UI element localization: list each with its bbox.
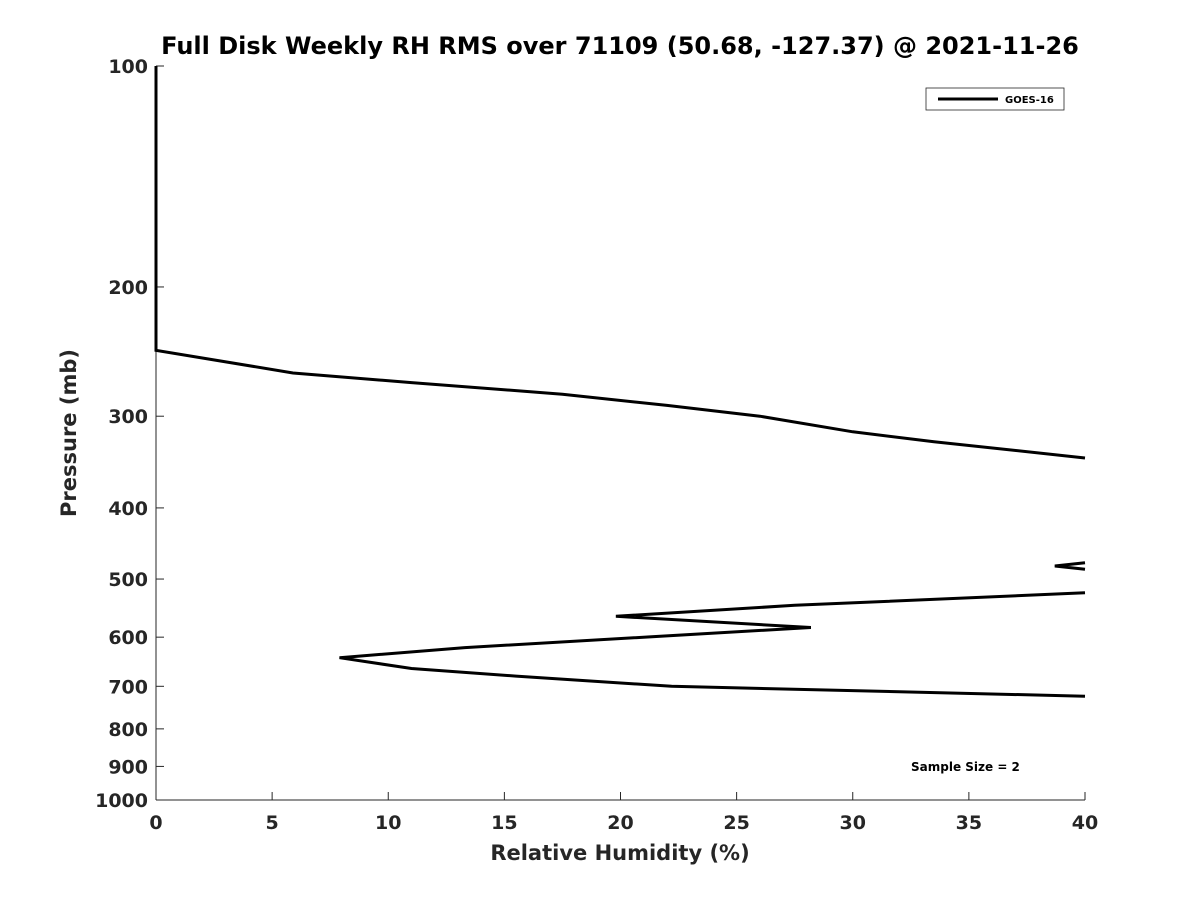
x-tick-label-25: 25 bbox=[723, 812, 749, 834]
chart-title: Full Disk Weekly RH RMS over 71109 (50.6… bbox=[161, 32, 1079, 60]
series-line-goes-16-segment-1 bbox=[154, 66, 1086, 460]
x-tick-label-5: 5 bbox=[266, 812, 279, 834]
plot-area bbox=[155, 66, 1085, 801]
legend: GOES-16 bbox=[925, 87, 1065, 111]
y-tick-label-300: 300 bbox=[108, 406, 148, 428]
x-tick-label-15: 15 bbox=[491, 812, 517, 834]
series-layer bbox=[154, 66, 1086, 698]
x-tick-label-20: 20 bbox=[607, 812, 633, 834]
sample-size-annotation: Sample Size = 2 bbox=[911, 760, 1020, 774]
y-tick-label-100: 100 bbox=[108, 56, 148, 78]
y-tick-label-400: 400 bbox=[108, 498, 148, 520]
y-tick-label-700: 700 bbox=[108, 676, 148, 698]
y-axis-label: Pressure (mb) bbox=[57, 349, 81, 517]
series-line-goes-16-segment-3 bbox=[339, 591, 1086, 698]
x-tick-label-10: 10 bbox=[375, 812, 401, 834]
x-axis-label: Relative Humidity (%) bbox=[490, 841, 749, 865]
legend-label-goes-16: GOES-16 bbox=[1005, 95, 1054, 106]
plot-background bbox=[156, 66, 1085, 800]
series-line-goes-16-segment-2 bbox=[1054, 561, 1086, 571]
y-axis-ticks: 100 200 300 400 500 600 700 800 900 1000 bbox=[95, 56, 164, 812]
x-tick-label-40: 40 bbox=[1072, 812, 1098, 834]
x-axis-ticks: 0 5 10 15 20 25 30 35 40 bbox=[149, 792, 1098, 834]
y-tick-label-500: 500 bbox=[108, 569, 148, 591]
x-tick-label-30: 30 bbox=[840, 812, 866, 834]
y-tick-label-800: 800 bbox=[108, 719, 148, 741]
y-tick-label-600: 600 bbox=[108, 627, 148, 649]
y-tick-label-900: 900 bbox=[108, 756, 148, 778]
y-tick-label-200: 200 bbox=[108, 277, 148, 299]
y-tick-label-1000: 1000 bbox=[95, 790, 148, 812]
x-tick-label-35: 35 bbox=[956, 812, 982, 834]
x-tick-label-0: 0 bbox=[149, 812, 162, 834]
